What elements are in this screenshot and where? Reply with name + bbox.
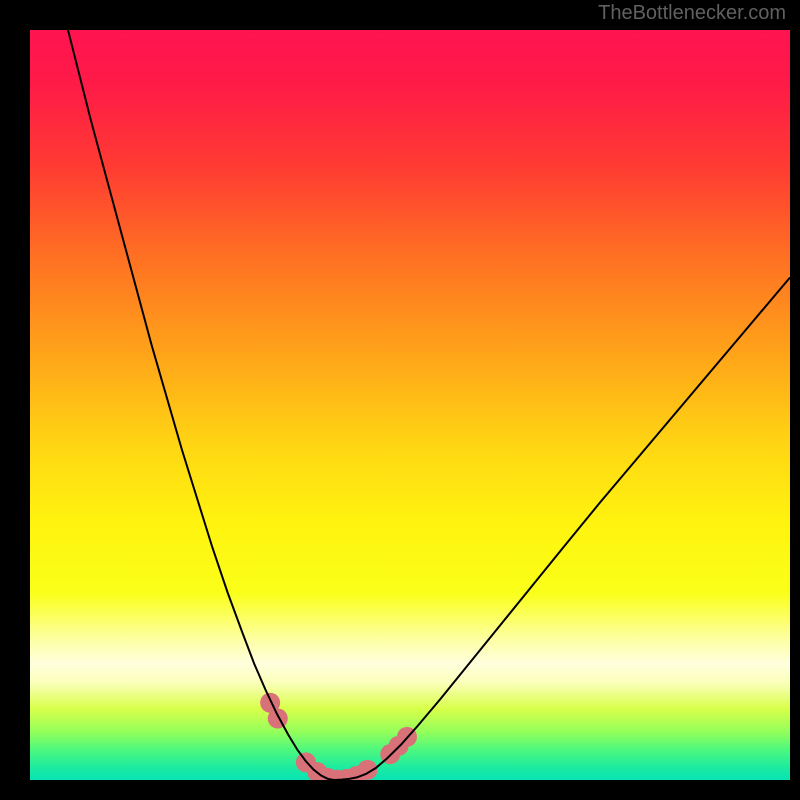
valley-marker	[268, 709, 288, 729]
curve-layer	[30, 30, 790, 780]
valley-marker-group	[260, 693, 417, 780]
watermark-text: TheBottlenecker.com	[598, 2, 786, 25]
right-curve	[334, 278, 790, 781]
plot-area	[30, 30, 790, 780]
left-curve	[68, 30, 334, 780]
